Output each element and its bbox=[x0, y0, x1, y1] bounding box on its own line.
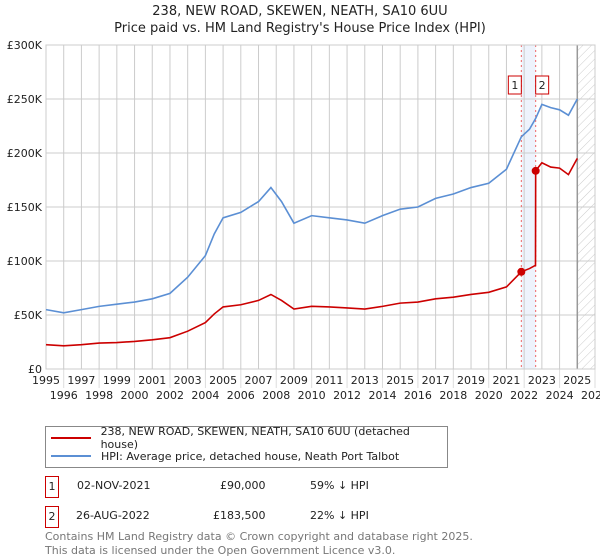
price-paid-line bbox=[45, 158, 578, 347]
hpi-line bbox=[45, 98, 578, 314]
x-tick-label: 2018 bbox=[439, 389, 467, 402]
transaction-date: 02-NOV-2021 bbox=[77, 479, 151, 492]
transaction-hpi: 59% ↓ HPI bbox=[310, 479, 369, 492]
y-tick-label: £200K bbox=[7, 147, 43, 160]
transaction-label-box bbox=[507, 75, 522, 95]
x-tick-label: 2026 bbox=[581, 389, 600, 402]
x-tick-label: 2005 bbox=[209, 374, 237, 387]
transaction-price: £183,500 bbox=[213, 509, 266, 522]
x-tick-label: 2006 bbox=[227, 389, 255, 402]
x-tick-label: 2012 bbox=[333, 389, 361, 402]
chart-title: 238, NEW ROAD, SKEWEN, NEATH, SA10 6UU bbox=[152, 4, 448, 19]
y-tick-label: £250K bbox=[7, 93, 43, 106]
x-tick-label: 2007 bbox=[245, 374, 273, 387]
x-tick-label: 2023 bbox=[528, 374, 556, 387]
transaction-row: 2 26-AUG-2022 £183,500 22% ↓ HPI bbox=[45, 506, 445, 528]
x-tick-label: 2011 bbox=[315, 374, 343, 387]
transaction-hpi: 22% ↓ HPI bbox=[310, 509, 369, 522]
x-tick-label: 2002 bbox=[156, 389, 184, 402]
legend-item-property: 238, NEW ROAD, SKEWEN, NEATH, SA10 6UU (… bbox=[51, 425, 447, 451]
x-tick-label: 2009 bbox=[280, 374, 308, 387]
copyright-text: Contains HM Land Registry data © Crown c… bbox=[45, 530, 473, 543]
x-tick-label: 2014 bbox=[368, 389, 396, 402]
y-tick-label: £300K bbox=[7, 39, 43, 52]
x-tick-label: 2025 bbox=[563, 374, 591, 387]
y-tick-label: £100K bbox=[7, 255, 43, 268]
legend-item-hpi: HPI: Average price, detached house, Neat… bbox=[51, 447, 399, 465]
legend: 238, NEW ROAD, SKEWEN, NEATH, SA10 6UU (… bbox=[45, 425, 448, 468]
x-tick-label: 2021 bbox=[492, 374, 520, 387]
x-tick-label: 2000 bbox=[121, 389, 149, 402]
x-tick-label: 2013 bbox=[351, 374, 379, 387]
x-tick-label: 2001 bbox=[138, 374, 166, 387]
transaction-badge: 1 bbox=[45, 476, 59, 498]
transaction-price: £90,000 bbox=[220, 479, 266, 492]
x-tick-label: 2010 bbox=[298, 389, 326, 402]
x-tick-label: 2016 bbox=[404, 389, 432, 402]
x-tick-label: 2003 bbox=[174, 374, 202, 387]
transaction-label: 2 bbox=[539, 79, 546, 92]
legend-label: HPI: Average price, detached house, Neat… bbox=[101, 449, 400, 463]
x-tick-label: 1996 bbox=[50, 389, 78, 402]
legend-label: 238, NEW ROAD, SKEWEN, NEATH, SA10 6UU (… bbox=[100, 425, 410, 451]
transaction-point bbox=[531, 166, 540, 175]
x-tick-label: 2017 bbox=[422, 374, 450, 387]
y-tick-label: £50K bbox=[14, 309, 43, 322]
footer: Contains HM Land Registry data © Crown c… bbox=[45, 530, 473, 558]
blue-line-swatch bbox=[51, 455, 91, 457]
x-tick-label: 1999 bbox=[103, 374, 131, 387]
x-tick-label: 2019 bbox=[457, 374, 485, 387]
x-tick-label: 1997 bbox=[67, 374, 95, 387]
transaction-badge: 2 bbox=[45, 506, 59, 528]
transaction-label: 1 bbox=[511, 79, 518, 92]
licence-text: This data is licensed under the Open Gov… bbox=[45, 544, 396, 557]
x-tick-label: 2022 bbox=[510, 389, 538, 402]
plot-frame bbox=[45, 44, 596, 370]
x-tick-label: 1998 bbox=[85, 389, 113, 402]
x-tick-label: 2020 bbox=[475, 389, 503, 402]
x-tick-label: 2015 bbox=[386, 374, 414, 387]
red-line-swatch bbox=[51, 437, 91, 439]
y-tick-label: £0 bbox=[28, 363, 42, 376]
y-tick-label: £150K bbox=[7, 201, 43, 214]
transaction-point bbox=[517, 267, 526, 276]
x-tick-label: 2024 bbox=[546, 389, 574, 402]
transaction-row: 1 02-NOV-2021 £90,000 59% ↓ HPI bbox=[45, 476, 445, 498]
price-chart: 1995 1996 1997 1998 1999 2000 2001 2002 2003 2004… bbox=[7, 39, 600, 402]
x-tick-label: 2008 bbox=[262, 389, 290, 402]
transaction-date: 26-AUG-2022 bbox=[76, 509, 150, 522]
x-tick-label: 1995 bbox=[32, 374, 60, 387]
transaction-label-box bbox=[535, 75, 550, 95]
x-tick-label: 2004 bbox=[191, 389, 219, 402]
chart-subtitle: Price paid vs. HM Land Registry's House … bbox=[114, 21, 486, 36]
